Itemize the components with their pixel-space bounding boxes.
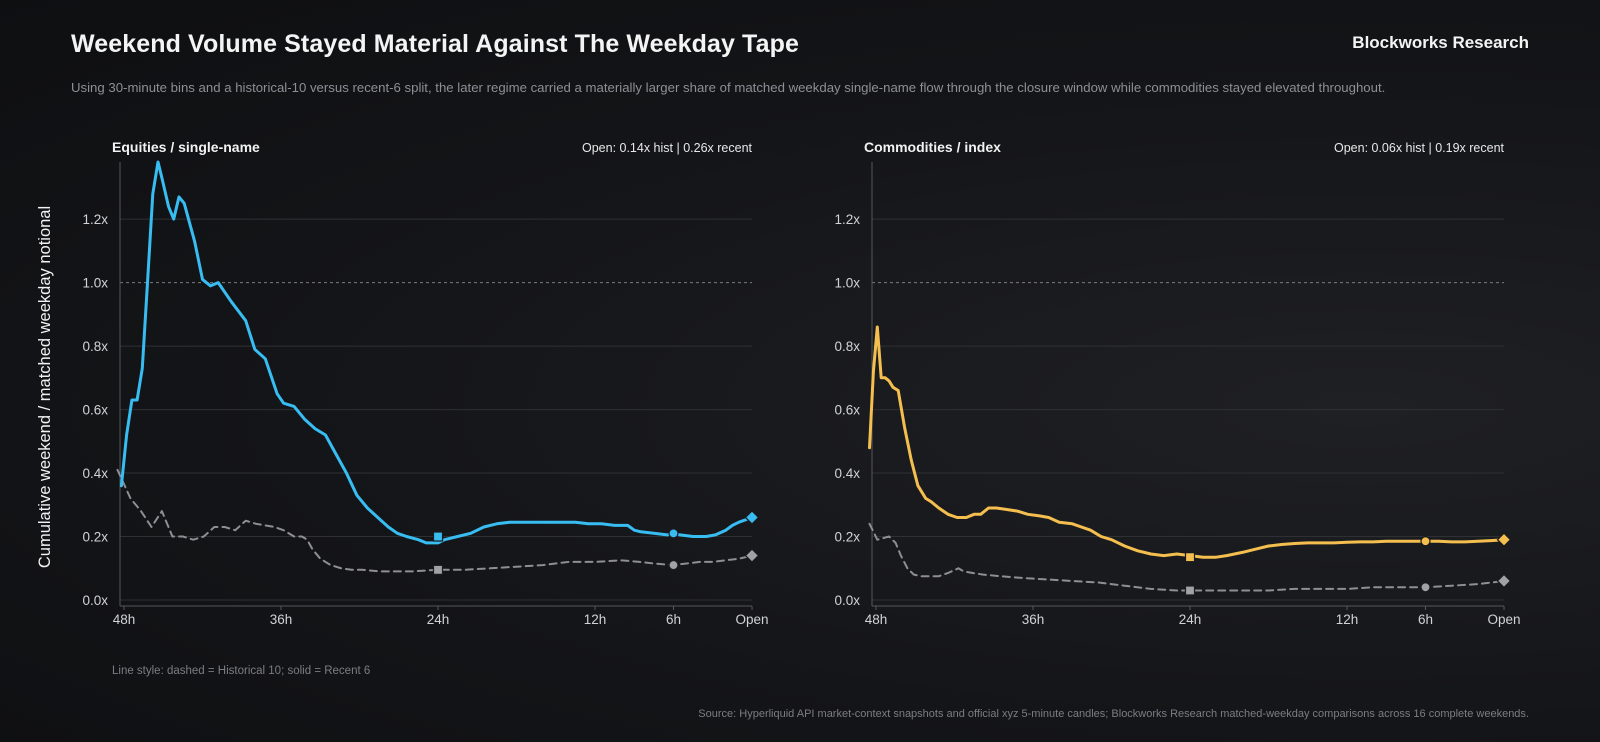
x-tick-label: 24h [427, 612, 450, 627]
y-tick-label: 0.8x [82, 339, 108, 354]
x-tick-label: 12h [1336, 612, 1359, 627]
marker-historical-diamond [1496, 573, 1512, 589]
x-tick-label: 48h [113, 612, 136, 627]
y-tick-label: 0.8x [834, 339, 860, 354]
y-tick-label: 0.4x [82, 466, 108, 481]
y-tick-label: 0.6x [82, 403, 108, 418]
source-note: Source: Hyperliquid API market-context s… [698, 708, 1529, 720]
y-tick-label: 0.4x [834, 466, 860, 481]
chart-panel-1: Equities / single-name Open: 0.14x hist |… [36, 139, 769, 627]
marker-recent-square [432, 531, 444, 542]
x-tick-label: 6h [666, 612, 681, 627]
marker-recent-diamond [1496, 532, 1512, 548]
y-tick-label: 1.2x [834, 212, 860, 227]
marker-recent-circle [668, 528, 679, 539]
x-tick-label: 6h [1418, 612, 1433, 627]
y-tick-label: 1.2x [82, 212, 108, 227]
marker-historical-square [1184, 585, 1196, 596]
series-line-historical [116, 468, 753, 573]
y-tick-label: 1.0x [82, 276, 108, 291]
x-tick-label: 12h [584, 612, 607, 627]
y-tick-label: 0.2x [82, 530, 108, 545]
marker-recent-circle [1420, 536, 1431, 547]
marker-historical-square [432, 564, 444, 575]
y-tick-label: 1.0x [834, 276, 860, 291]
page-title: Weekend Volume Stayed Material Against T… [71, 30, 799, 58]
panel-annotation: Open: 0.06x hist | 0.19x recent [1334, 141, 1505, 155]
x-tick-label: 36h [270, 612, 293, 627]
panel-title: Commodities / index [864, 139, 1001, 155]
marker-recent-diamond [744, 510, 760, 525]
panel-title: Equities / single-name [112, 139, 260, 155]
series-line-historical [868, 522, 1505, 592]
x-tick-label: 48h [865, 612, 888, 627]
chart-panel-2: Commodities / index Open: 0.06x hist | 0.… [834, 139, 1520, 627]
line-style-note: Line style: dashed = Historical 10; soli… [112, 665, 371, 677]
marker-historical-diamond [744, 548, 760, 563]
brand-logo-text: Blockworks Research [1352, 33, 1529, 52]
x-tick-label: Open [1487, 612, 1520, 627]
marker-historical-circle [668, 559, 679, 571]
marker-historical-circle [1420, 582, 1431, 593]
y-tick-label: 0.0x [834, 593, 860, 608]
y-axis-label: Cumulative weekend / matched weekday not… [36, 206, 54, 568]
series-line-recent [868, 325, 1506, 559]
page-subtitle: Using 30-minute bins and a historical-10… [71, 80, 1386, 95]
panel-annotation: Open: 0.14x hist | 0.26x recent [582, 141, 753, 155]
y-tick-label: 0.6x [834, 403, 860, 418]
marker-recent-square [1184, 552, 1196, 563]
y-tick-label: 0.2x [834, 530, 860, 545]
x-tick-label: 36h [1022, 612, 1045, 627]
series-line-recent [119, 160, 754, 545]
x-tick-label: 24h [1179, 612, 1202, 627]
x-tick-label: Open [735, 612, 768, 627]
y-tick-label: 0.0x [82, 593, 108, 608]
